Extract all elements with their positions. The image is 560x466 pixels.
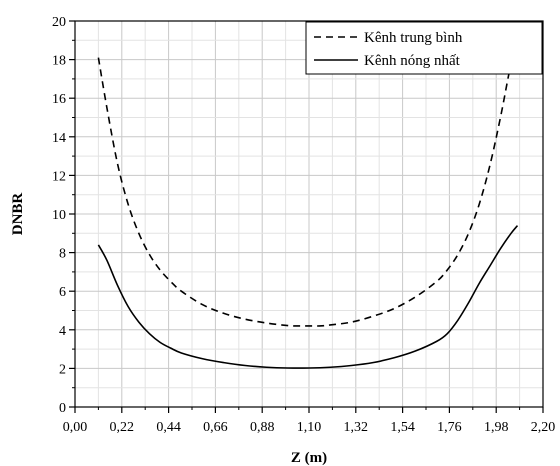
y-tick-label: 10 [52,208,66,223]
y-tick-label: 4 [59,324,66,339]
y-tick-label: 12 [52,169,66,184]
legend-label-hottest-channel: Kênh nóng nhất [364,53,461,69]
x-tick-label: 0,22 [110,420,135,435]
axis-ticks: 0,00 0,22 0,44 0,66 0,88 1,10 1,32 1,54 1,76 1,98… [52,15,555,435]
x-tick-label: 2,20 [531,420,556,435]
x-tick-label: 1,10 [297,420,322,435]
legend-box [305,21,543,75]
x-tick-label: 0,44 [156,420,181,435]
y-tick-label: 20 [52,15,66,30]
y-tick-label: 6 [59,285,66,300]
y-axis-title: DNBR [10,193,26,236]
x-tick-label: 1,54 [390,420,415,435]
series-line-hottest-channel [97,225,519,369]
y-tick-label: 14 [52,131,66,146]
x-tick-label: 1,32 [344,420,369,435]
x-tick-label: 1,98 [484,420,509,435]
series-line-average-channel [97,43,519,327]
x-axis-title: Z (m) [291,450,327,466]
y-tick-label: 8 [59,247,66,262]
y-tick-label: 0 [59,401,66,416]
legend: Kênh trung bình Kênh nóng nhất [305,21,543,75]
x-tick-label: 0,88 [250,420,275,435]
y-tick-label: 2 [59,362,66,377]
y-tick-label: 16 [52,92,66,107]
x-tick-label: 0,00 [63,420,88,435]
series-lines [97,43,519,369]
x-tick-label: 0,66 [203,420,228,435]
x-tick-label: 1,76 [437,420,462,435]
legend-label-average-channel: Kênh trung bình [364,30,463,46]
y-tick-label: 18 [52,54,66,69]
grid [74,20,544,408]
